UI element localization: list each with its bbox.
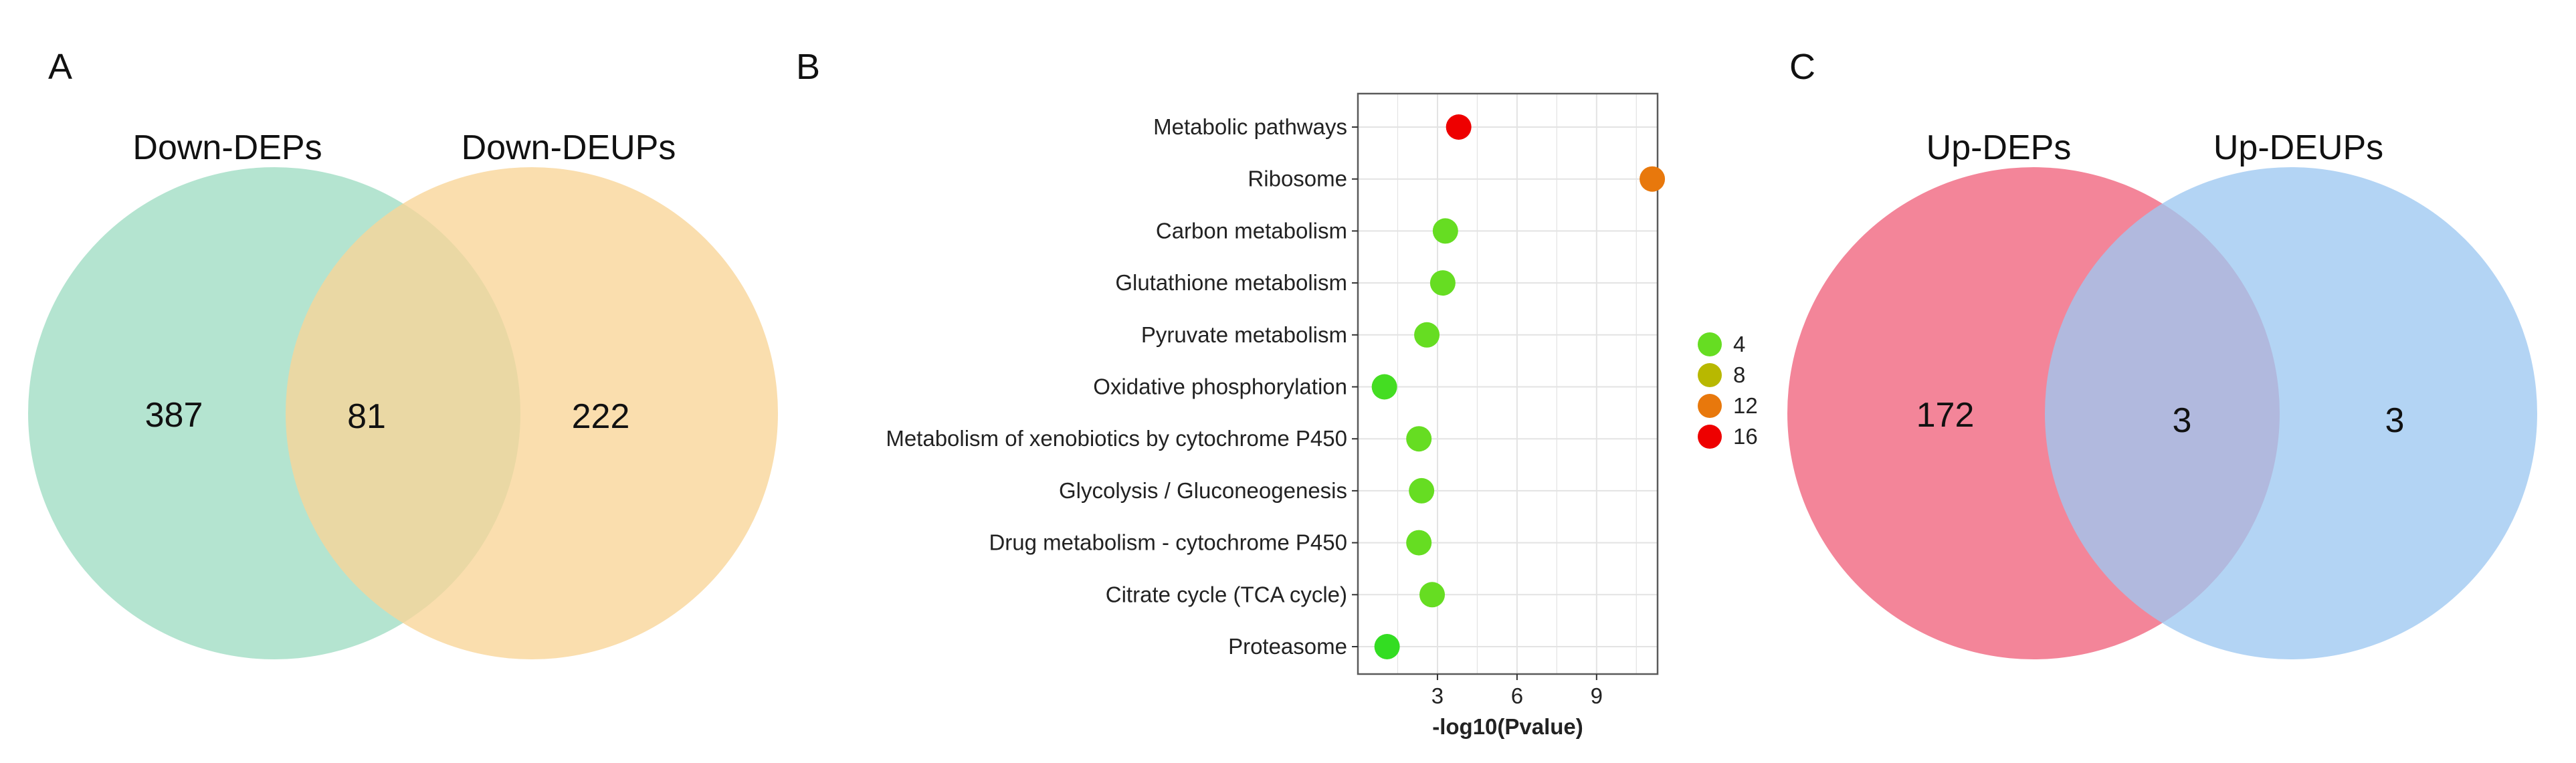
venn-a-set-right-label: Down-DEUPs (462, 128, 676, 167)
category-label: Metabolism of xenobiotics by cytochrome … (886, 426, 1347, 451)
venn-c-only-left-count: 172 (1916, 396, 1975, 435)
legend-label: 12 (1733, 393, 1758, 418)
venn-a-circle-right (286, 167, 778, 659)
venn-c-only-right-count: 3 (2385, 401, 2405, 440)
venn-a-intersection-count: 81 (347, 397, 386, 436)
venn-c-set-left-label: Up-DEPs (1926, 128, 2072, 167)
data-point (1414, 322, 1440, 348)
legend-label: 16 (1733, 424, 1758, 449)
dotplot-grid (1358, 94, 1658, 674)
category-label: Metabolic pathways (1153, 114, 1347, 139)
data-point (1640, 166, 1666, 192)
panel-b-label: B (796, 47, 820, 87)
data-point (1446, 114, 1472, 140)
legend-swatch (1698, 363, 1722, 387)
data-point (1374, 634, 1400, 659)
venn-a-only-left-count: 387 (145, 396, 203, 435)
data-point (1406, 530, 1432, 556)
data-point (1406, 426, 1432, 452)
dotplot-y-ticks (1352, 126, 1358, 647)
legend-swatch (1698, 425, 1722, 449)
category-label: Citrate cycle (TCA cycle) (1106, 582, 1347, 607)
dotplot-legend: 4 8 12 16 (1698, 332, 1758, 449)
legend-swatch (1698, 394, 1722, 418)
dotplot-panel-border (1357, 92, 1659, 675)
legend-swatch (1698, 332, 1722, 356)
category-label: Proteasome (1228, 634, 1347, 659)
venn-c-circle-right (2045, 167, 2537, 659)
panel-b: B Metabolic pathways Ribosome Carbon metab… (796, 47, 1758, 739)
category-label: Drug metabolism - cytochrome P450 (989, 530, 1347, 555)
panel-a: A Down-DEPs Down-DEUPs 387 81 222 (28, 47, 778, 659)
data-point (1371, 374, 1397, 400)
x-tick-label: 3 (1431, 683, 1444, 708)
x-tick-label: 9 (1591, 683, 1603, 708)
category-label: Glutathione metabolism (1115, 270, 1347, 295)
dotplot-x-axis-title: -log10(Pvalue) (1432, 714, 1583, 739)
dotplot-x-ticks: 3 6 9 (1431, 674, 1603, 708)
dotplot-points (1371, 114, 1666, 659)
dotplot-category-labels: Metabolic pathways Ribosome Carbon metabol… (886, 114, 1347, 659)
category-label: Pyruvate metabolism (1141, 322, 1347, 347)
panel-a-label: A (48, 47, 72, 87)
venn-c-intersection-count: 3 (2173, 401, 2192, 440)
category-label: Carbon metabolism (1156, 218, 1347, 243)
category-label: Oxidative phosphorylation (1093, 374, 1347, 399)
legend-label: 4 (1733, 332, 1745, 356)
panel-c-label: C (1789, 47, 1815, 87)
panel-c: C Up-DEPs Up-DEUPs 172 3 3 (1787, 47, 2537, 659)
data-point (1432, 218, 1458, 244)
venn-c-set-right-label: Up-DEUPs (2213, 128, 2383, 167)
data-point (1419, 582, 1446, 608)
venn-a-set-left-label: Down-DEPs (132, 128, 322, 167)
data-point (1429, 270, 1456, 296)
category-label: Ribosome (1248, 167, 1347, 191)
x-tick-label: 6 (1511, 683, 1523, 708)
venn-a-only-right-count: 222 (572, 397, 630, 436)
data-point (1409, 477, 1435, 504)
legend-label: 8 (1733, 362, 1745, 387)
category-label: Glycolysis / Gluconeogenesis (1059, 478, 1347, 503)
